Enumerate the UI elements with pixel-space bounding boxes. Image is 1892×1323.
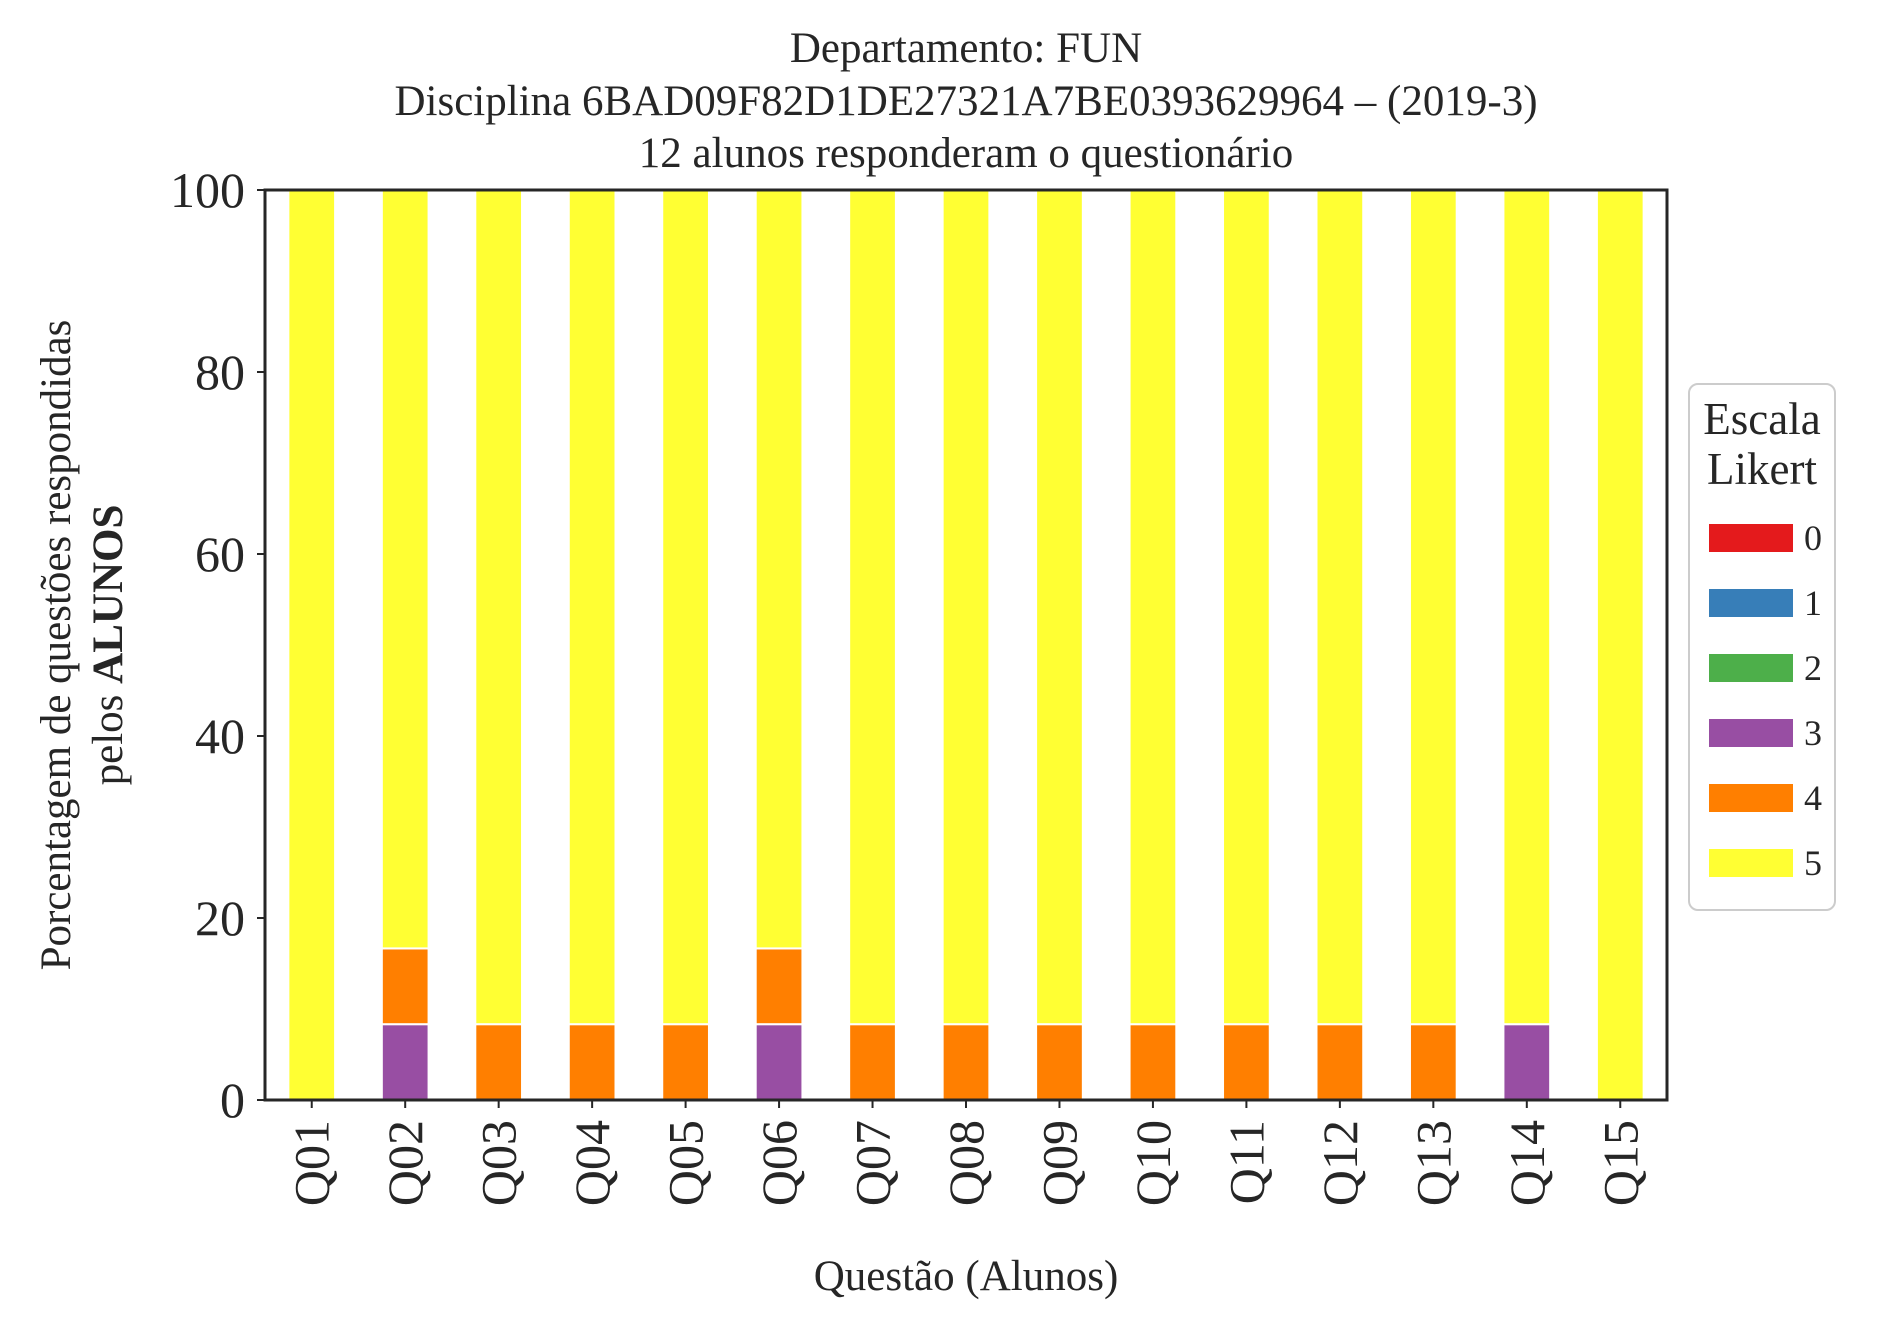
x-tick-label: Q10 — [1125, 1120, 1181, 1206]
x-tick-label: Q15 — [1592, 1120, 1648, 1206]
bar-segment-q06-level-4 — [754, 947, 804, 1026]
legend-swatch-2 — [1709, 654, 1793, 682]
bar-segment-q04-level-5 — [567, 189, 617, 1026]
y-tick-label: 0 — [220, 1072, 245, 1128]
x-tick-label: Q09 — [1031, 1120, 1087, 1206]
legend-label-2: 2 — [1804, 648, 1822, 688]
bar-segment-q02-level-3 — [380, 1023, 430, 1102]
y-axis-label-bold: ALUNOS — [85, 505, 132, 684]
bar-segment-q02-level-4 — [380, 947, 430, 1026]
bar-segment-q13-level-5 — [1408, 189, 1458, 1026]
y-tick-label: 20 — [195, 890, 245, 946]
y-tick-label: 100 — [170, 162, 245, 218]
x-tick-label: Q13 — [1405, 1120, 1461, 1206]
plot-frame — [263, 188, 1669, 1102]
legend-swatch-5 — [1709, 849, 1793, 877]
legend-label-4: 4 — [1804, 778, 1822, 818]
legend-title-line-2: Likert — [1707, 444, 1817, 494]
legend: Escala Likert 0 1 2 3 4 5 — [1688, 383, 1836, 911]
bar-segment-q05-level-5 — [661, 189, 710, 1026]
legend-swatch-4 — [1709, 784, 1793, 812]
bars-group — [287, 189, 1645, 1102]
y-tick-label: 60 — [195, 526, 245, 582]
chart-title-line-2: Disciplina 6BAD09F82D1DE27321A7BE0393629… — [394, 78, 1537, 125]
x-tick-label: Q06 — [751, 1120, 807, 1206]
x-axis-label: Questão (Alunos) — [814, 1253, 1119, 1300]
chart-title-line-3: 12 alunos responderam o questionário — [639, 130, 1293, 177]
x-tick-label: Q07 — [845, 1120, 901, 1206]
x-tick-label: Q05 — [658, 1120, 714, 1206]
x-axis-ticks: Q01 Q02 Q03 Q04 Q05 Q06 Q07 Q08 Q09 Q10 Q11 Q12 Q13 Q… — [284, 1100, 1648, 1206]
y-tick-label: 80 — [195, 344, 245, 400]
legend-swatch-0 — [1709, 524, 1793, 552]
bar-segment-q08-level-4 — [941, 1023, 991, 1102]
bar-segment-q10-level-4 — [1128, 1023, 1178, 1102]
y-axis-label-line-1: Porcentagem de questões respondidas — [33, 320, 80, 971]
x-tick-label: Q03 — [471, 1120, 527, 1206]
bar-segment-q06-level-3 — [754, 1023, 804, 1102]
legend-label-3: 3 — [1804, 713, 1822, 753]
chart-title-line-1: Departamento: FUN — [790, 25, 1142, 72]
bar-segment-q06-level-5 — [754, 189, 804, 950]
legend-label-5: 5 — [1804, 843, 1822, 883]
bar-segment-q07-level-5 — [848, 189, 897, 1026]
bar-segment-q12-level-4 — [1315, 1023, 1365, 1102]
y-tick-label: 40 — [195, 708, 245, 764]
legend-title-line-1: Escala — [1703, 394, 1820, 444]
bar-segment-q03-level-5 — [474, 189, 524, 1026]
bar-segment-q03-level-4 — [474, 1023, 524, 1102]
y-axis-label-line-2: pelos ALUNOS — [85, 505, 132, 786]
bar-segment-q08-level-5 — [941, 189, 991, 1026]
legend-swatch-3 — [1709, 719, 1793, 747]
bar-segment-q12-level-5 — [1315, 189, 1365, 1026]
x-tick-label: Q14 — [1499, 1120, 1555, 1206]
bar-segment-q14-level-5 — [1502, 189, 1552, 1026]
bar-segment-q05-level-4 — [661, 1023, 710, 1102]
legend-label-1: 1 — [1804, 583, 1822, 623]
legend-label-0: 0 — [1804, 518, 1822, 558]
bar-segment-q09-level-5 — [1035, 189, 1084, 1026]
bar-segment-q01-level-5 — [287, 189, 337, 1101]
bar-segment-q09-level-4 — [1035, 1023, 1084, 1102]
bar-segment-q15-level-5 — [1595, 189, 1645, 1101]
x-tick-label: Q02 — [377, 1120, 433, 1206]
legend-swatch-1 — [1709, 589, 1793, 617]
bar-segment-q04-level-4 — [567, 1023, 617, 1102]
legend-frame — [1688, 383, 1836, 911]
bar-segment-q14-level-3 — [1502, 1023, 1552, 1102]
x-tick-label: Q11 — [1218, 1120, 1274, 1204]
y-axis-label-prefix: pelos — [85, 684, 132, 786]
x-tick-label: Q08 — [938, 1120, 994, 1206]
bar-segment-q11-level-5 — [1222, 189, 1271, 1026]
bar-segment-q13-level-4 — [1408, 1023, 1458, 1102]
bar-segment-q02-level-5 — [380, 189, 430, 950]
x-tick-label: Q01 — [284, 1120, 340, 1206]
x-tick-label: Q04 — [564, 1120, 620, 1206]
bar-segment-q10-level-5 — [1128, 189, 1178, 1026]
bar-segment-q07-level-4 — [848, 1023, 897, 1102]
legend-items: 0 1 2 3 4 5 — [1709, 518, 1822, 883]
x-tick-label: Q12 — [1312, 1120, 1368, 1206]
y-axis-ticks: 0 20 40 60 80 100 — [170, 162, 265, 1128]
bar-segment-q11-level-4 — [1222, 1023, 1271, 1102]
